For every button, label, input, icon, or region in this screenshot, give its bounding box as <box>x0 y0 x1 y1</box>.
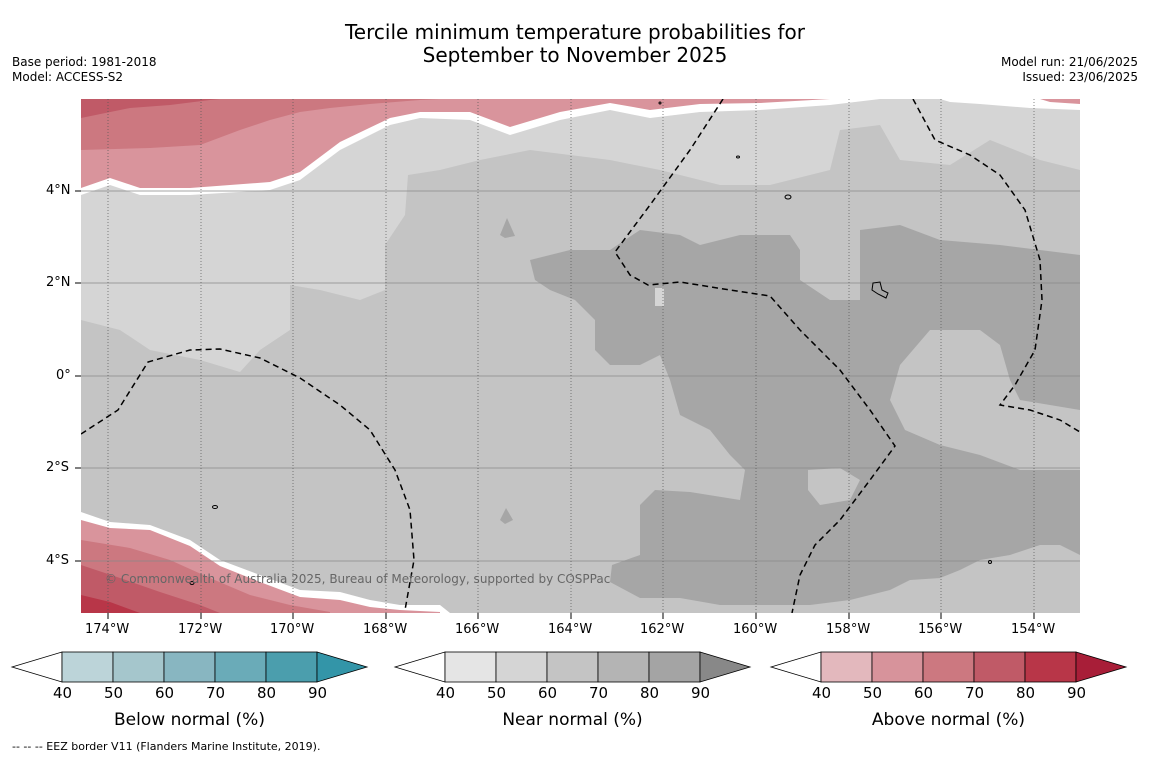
y-tick-label: 2°S <box>46 460 70 475</box>
colorbar-near <box>393 651 752 683</box>
above-normal-bottom-80 <box>81 595 140 613</box>
near-normal-50-patch <box>655 288 664 306</box>
near-normal-70-patch <box>500 508 513 524</box>
colorbar-near-tick: 60 <box>538 684 558 702</box>
y-tick-label: 0° <box>56 368 71 383</box>
colorbar-above-tick: 50 <box>863 684 883 702</box>
colorbar-below-tick: 60 <box>155 684 175 702</box>
colorbar-above-label: Above normal (%) <box>871 710 1026 730</box>
colorbar-above-tick: 80 <box>1016 684 1036 702</box>
model-run: Model run: 21/06/2025 <box>1000 55 1138 69</box>
map-title-line1: Tercile minimum temperature probabilitie… <box>344 20 806 44</box>
y-tick-label: 2°N <box>46 275 71 290</box>
map-title-line2: September to November 2025 <box>422 43 728 67</box>
above-normal-60-region <box>81 99 440 150</box>
x-tick-label: 158°W <box>826 622 871 637</box>
colorbar-below-tick: 40 <box>53 684 73 702</box>
x-tick-label: 160°W <box>733 622 778 637</box>
above-normal-70-region <box>81 99 220 118</box>
colorbar-above-tick: 40 <box>812 684 832 702</box>
y-tick-label: 4°S <box>46 553 70 568</box>
colorbar-near-tick: 50 <box>487 684 507 702</box>
above-normal-bottom-70 <box>81 565 220 613</box>
near-normal-70-patch <box>500 218 515 238</box>
colorbar-above-tick: 90 <box>1067 684 1087 702</box>
near-normal-60-patch <box>808 468 860 505</box>
x-tick-label: 156°W <box>918 622 963 637</box>
copyright-text: © Commonwealth of Australia 2025, Bureau… <box>105 572 611 586</box>
eez-legend-note: -- -- -- EEZ border V11 (Flanders Marine… <box>12 740 321 753</box>
above-normal-right-region <box>1040 99 1080 104</box>
colorbar-below-tick: 50 <box>104 684 124 702</box>
eez-borders <box>81 99 1080 613</box>
colorbar-near-label: Near normal (%) <box>502 710 643 730</box>
colorbar-near-tick: 70 <box>589 684 609 702</box>
colorbar-near-tick: 40 <box>436 684 456 702</box>
colorbar-above-tick: 60 <box>914 684 934 702</box>
issued-date: Issued: 23/06/2025 <box>1022 70 1138 84</box>
above-normal-50-region <box>81 99 830 188</box>
x-tick-label: 174°W <box>85 622 130 637</box>
axis-ticks <box>75 190 1035 619</box>
x-tick-label: 164°W <box>548 622 593 637</box>
y-tick-label: 4°N <box>46 183 71 198</box>
colorbar-near-tick: 90 <box>691 684 711 702</box>
x-tick-label: 162°W <box>640 622 685 637</box>
near-normal-70-region <box>530 225 1080 605</box>
lat-gridlines <box>81 190 1080 562</box>
colorbar-above <box>769 651 1128 683</box>
model-name: Model: ACCESS-S2 <box>12 70 124 84</box>
colorbar-below-label: Below normal (%) <box>114 710 265 730</box>
colorbar-below-tick: 80 <box>257 684 277 702</box>
colorbar-below-tick: 90 <box>308 684 328 702</box>
near-normal-60-patch <box>890 330 1080 470</box>
islands <box>189 101 992 585</box>
x-tick-label: 168°W <box>363 622 408 637</box>
x-tick-label: 166°W <box>455 622 500 637</box>
colorbar-below-tick: 70 <box>206 684 226 702</box>
above-normal-right-gap <box>940 99 1080 110</box>
x-tick-label: 154°W <box>1011 622 1056 637</box>
x-tick-label: 170°W <box>270 622 315 637</box>
x-tick-label: 172°W <box>178 622 223 637</box>
base-period: Base period: 1981-2018 <box>12 55 157 69</box>
colorbar-below <box>10 651 369 683</box>
colorbar-near-tick: 80 <box>640 684 660 702</box>
colorbar-above-tick: 70 <box>965 684 985 702</box>
